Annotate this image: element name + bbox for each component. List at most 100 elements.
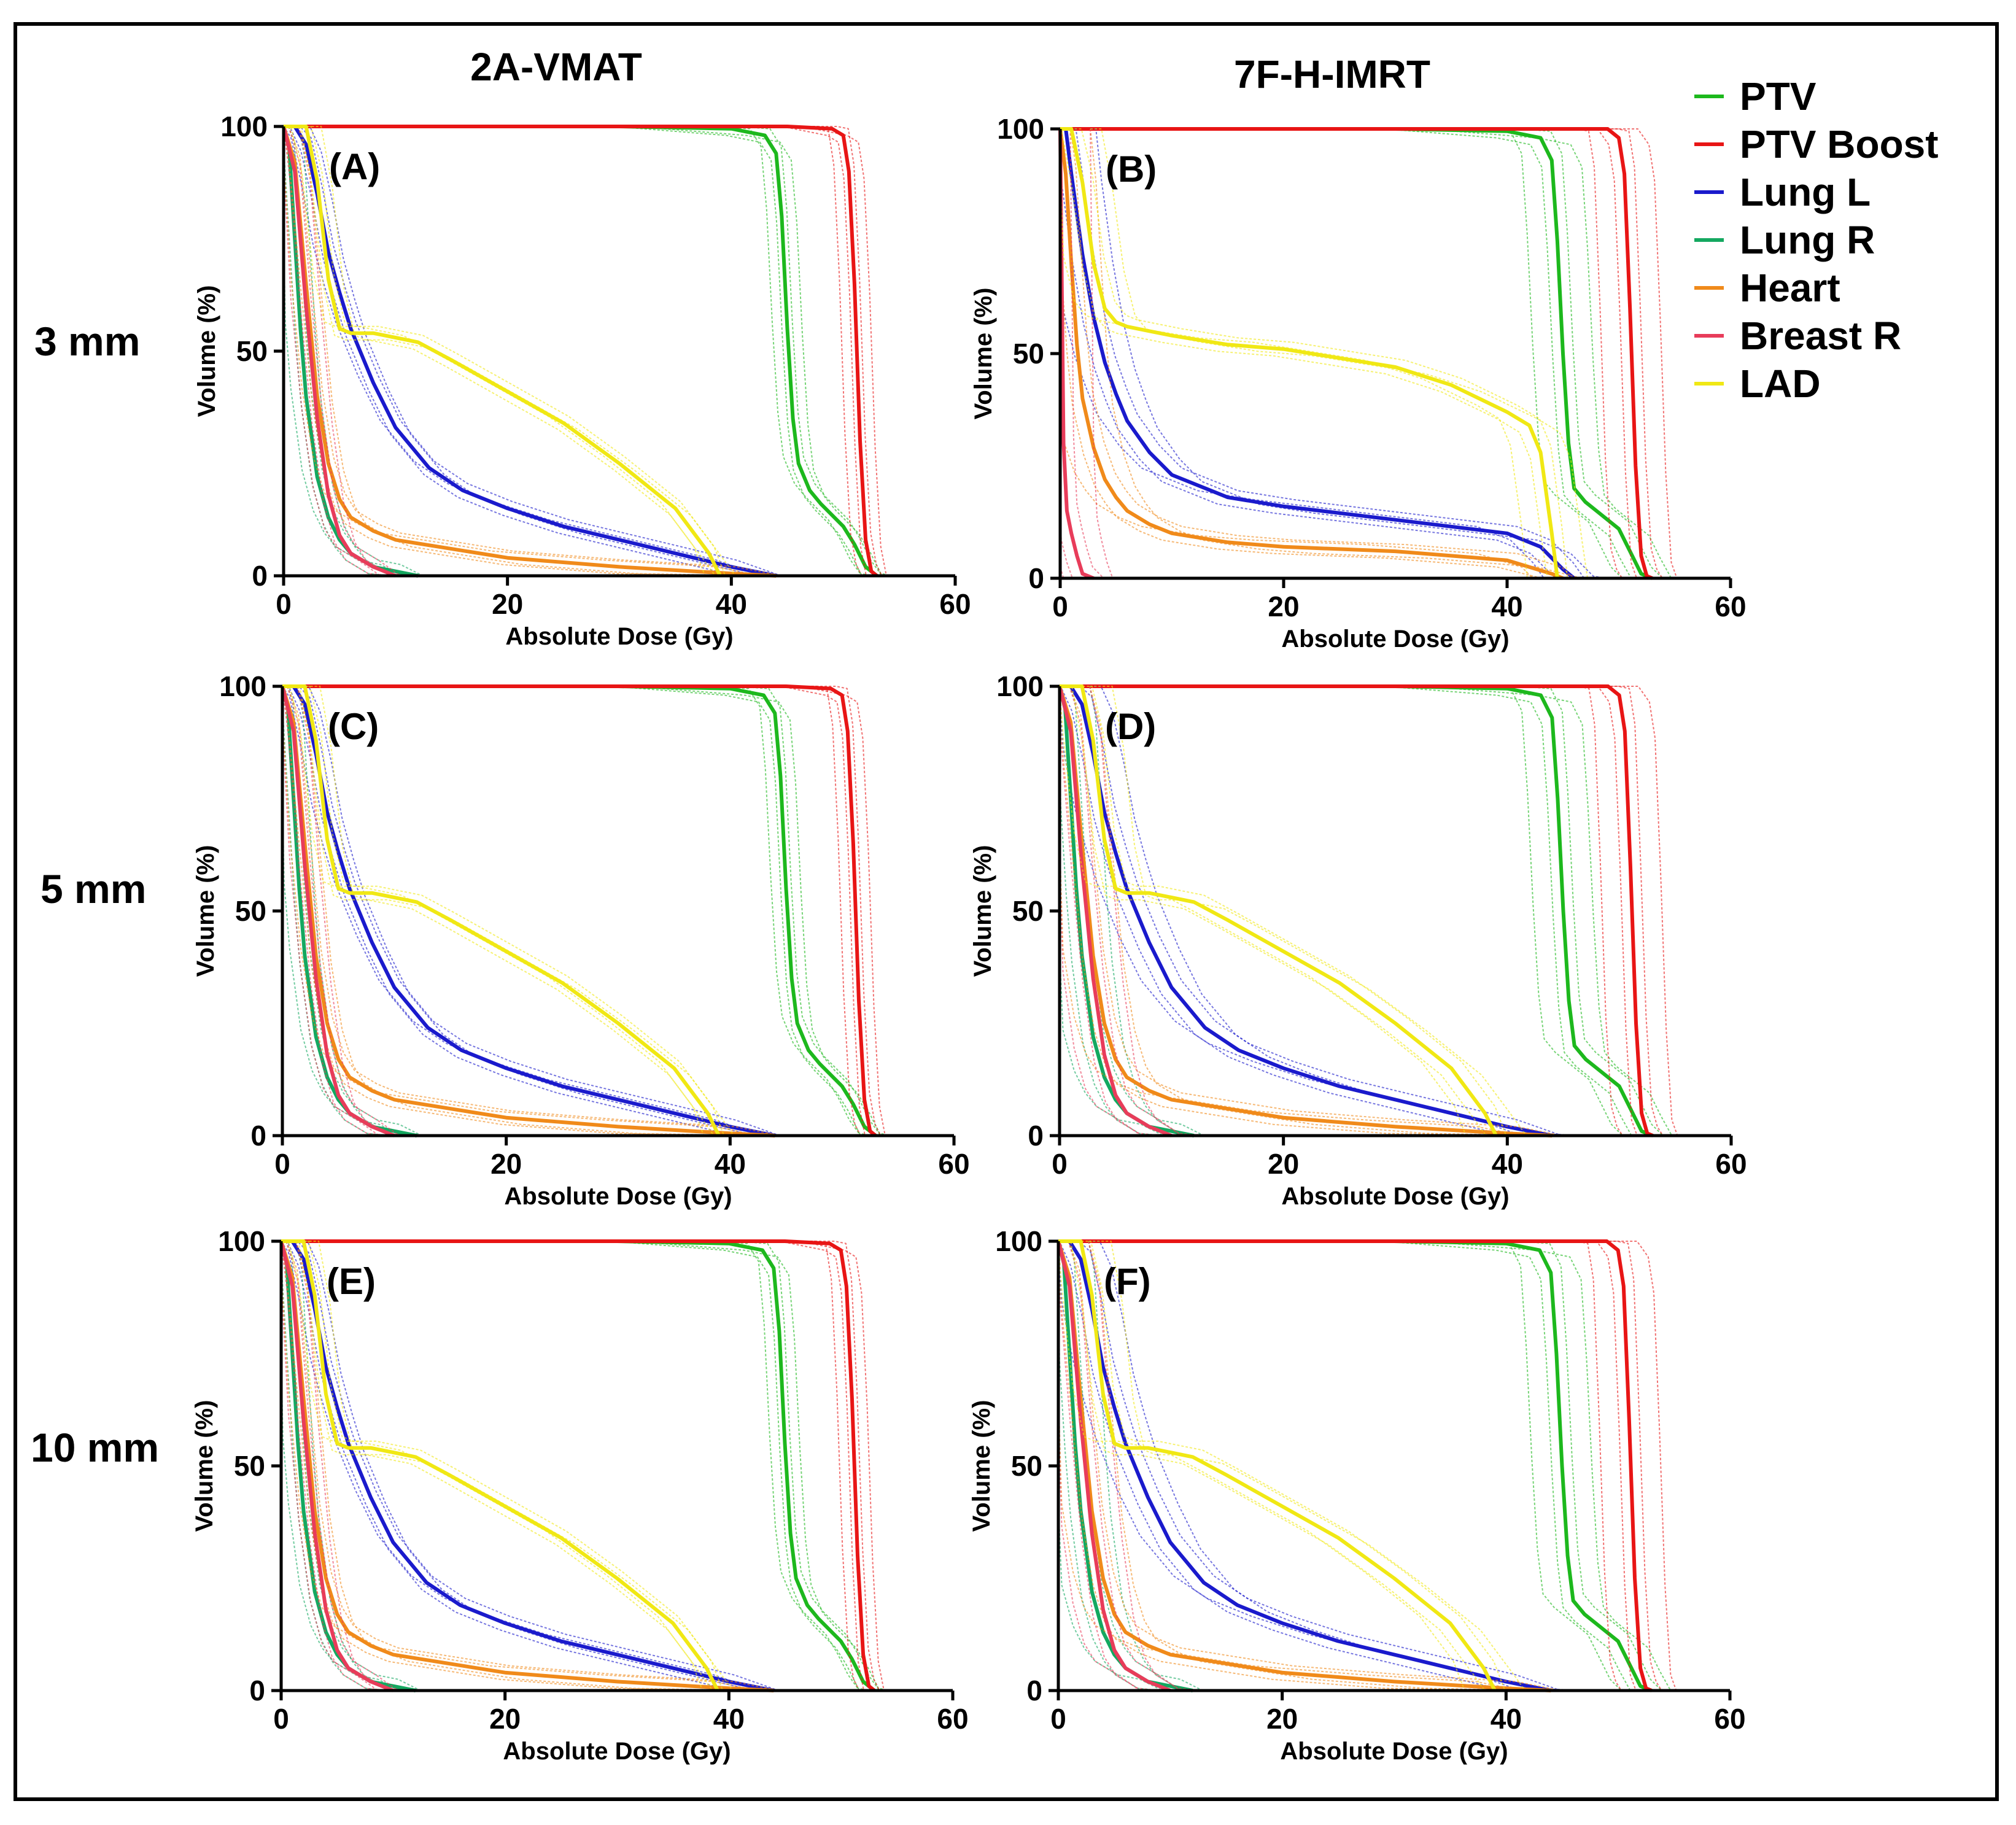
dvh-variant-lung-l [296, 1241, 789, 1691]
dvh-variant-lung-l [286, 1241, 779, 1691]
dvh-variant-ptv [289, 126, 883, 576]
dvh-variant-lad [1090, 128, 1588, 579]
dvh-variant-breast-r [298, 126, 411, 576]
dvh-variant-lad [1060, 128, 1548, 579]
dvh-variant-ptv-boost [284, 126, 872, 576]
dvh-variant-ptv-boost [281, 1241, 870, 1691]
dvh-line-ptv-boost [284, 125, 878, 578]
dvh-variant-ptv-boost [1090, 128, 1683, 579]
dvh-variant-ptv [1058, 1241, 1622, 1691]
x-tick-label: 20 [489, 1703, 521, 1735]
dvh-variant-ptv [1070, 128, 1663, 579]
column-title-imrt: 7F-H-IMRT [1234, 52, 1430, 96]
dvh-variant-heart [288, 126, 781, 576]
y-tick-label: 50 [1012, 895, 1044, 927]
dvh-variant-lad [296, 1241, 734, 1691]
dvh-line-heart [282, 126, 777, 578]
dvh-line-heart [1056, 1241, 1551, 1692]
y-tick-label: 100 [220, 110, 268, 142]
y-axis-title: Volume (%) [193, 285, 220, 417]
y-tick-label: 0 [1028, 562, 1044, 594]
x-tick-label: 40 [715, 1148, 746, 1180]
dvh-variant-breast-r [1069, 128, 1104, 579]
x-tick-label: 60 [939, 588, 971, 620]
dvh-line-ptv [281, 1239, 876, 1692]
dvh-panel-f: 0 50 100 0 20 40 60 Absolute Dose (Gy) Volume (%… [968, 1225, 1746, 1765]
dvh-variant-heart [1069, 128, 1574, 579]
dvh-variant-breast-r [295, 1241, 409, 1691]
x-tick-label: 60 [938, 1148, 969, 1180]
y-tick-label: 0 [252, 560, 268, 592]
dvh-line-ptv [1060, 684, 1654, 1137]
dvh-variant-lung-l [1090, 128, 1605, 579]
dvh-variant-ptv [1090, 128, 1683, 579]
legend-swatch [1694, 142, 1724, 146]
dvh-line-ptv-boost [1058, 1239, 1653, 1692]
dvh-line-heart [281, 686, 775, 1137]
dvh-variant-ptv-boost [1088, 1241, 1682, 1691]
legend-swatch [1694, 382, 1724, 386]
dvh-variant-lad [289, 126, 726, 576]
dvh-variant-ptv [1060, 128, 1623, 579]
legend-label: Lung R [1740, 218, 1875, 262]
dvh-variant-ptv [281, 1241, 860, 1691]
dvh-variant-lad [1058, 1241, 1486, 1691]
x-axis-title: Absolute Dose (Gy) [1281, 626, 1509, 653]
dvh-variant-ptv [1060, 128, 1643, 579]
dvh-variant-ptv-boost [1058, 1241, 1622, 1691]
dvh-variant-lung-l [287, 686, 780, 1136]
dvh-variant-heart [1069, 686, 1562, 1136]
dvh-variant-ptv [298, 126, 893, 576]
x-axis-title: Absolute Dose (Gy) [505, 623, 733, 650]
dvh-line-heart [1058, 686, 1553, 1137]
dvh-variant-lad [281, 1241, 713, 1691]
row-label-3mm: 3 mm [34, 319, 141, 364]
dvh-variant-lung-l [281, 1241, 759, 1691]
dvh-variant-ptv-boost [286, 1241, 880, 1691]
y-tick-label: 100 [996, 670, 1044, 702]
panel-label: (F) [1104, 1261, 1151, 1302]
legend-swatch [1694, 190, 1724, 194]
dvh-line-ptv [1060, 127, 1653, 580]
dvh-variant-lad [1068, 1241, 1506, 1691]
legend-item-heart: Heart [1694, 264, 1939, 312]
dvh-line-ptv-boost [1060, 684, 1654, 1137]
dvh-variant-heart [281, 1241, 769, 1691]
legend-swatch [1694, 286, 1724, 290]
x-tick-label: 0 [1050, 1703, 1066, 1735]
x-axis-title: Absolute Dose (Gy) [1281, 1183, 1509, 1210]
legend-label: PTV Boost [1740, 122, 1939, 166]
dvh-variant-ptv-boost [287, 686, 882, 1136]
legend-swatch [1694, 334, 1724, 338]
x-tick-label: 40 [1491, 1703, 1522, 1735]
dvh-variant-lung-l [1090, 686, 1583, 1136]
x-axis-title: Absolute Dose (Gy) [504, 1183, 732, 1210]
dvh-line-heart [1058, 128, 1564, 580]
dvh-variant-ptv [284, 126, 863, 576]
panel-label: (D) [1105, 706, 1156, 747]
dvh-variant-lad [286, 1241, 724, 1691]
legend-label: Heart [1740, 266, 1840, 310]
x-tick-label: 0 [276, 588, 292, 620]
dvh-variant-heart [283, 126, 761, 576]
panel-label: (A) [329, 146, 380, 187]
y-tick-label: 0 [1028, 1120, 1044, 1152]
dvh-variant-lung-l [297, 686, 790, 1136]
dvh-line-lad [284, 125, 722, 577]
x-axis-title: Absolute Dose (Gy) [503, 1738, 731, 1765]
dvh-panel-e: 0 50 100 0 20 40 60 Absolute Dose (Gy) Volume (%… [191, 1225, 969, 1765]
dvh-variant-ptv-boost [282, 686, 871, 1136]
dvh-variant-lad [282, 686, 715, 1136]
dvh-panel-a: 0 50 100 0 20 40 60 Absolute Dose (Gy) Volume (%… [193, 110, 971, 650]
legend-label: LAD [1740, 362, 1821, 406]
dvh-variant-ptv-boost [289, 126, 883, 576]
dvh-variant-lad [284, 126, 706, 576]
dvh-variant-ptv [282, 686, 861, 1136]
dvh-variant-lung-l [1068, 1241, 1562, 1691]
y-tick-label: 50 [236, 335, 268, 367]
y-tick-label: 0 [249, 1675, 265, 1707]
dvh-variant-breast-r [281, 1241, 389, 1691]
x-tick-label: 40 [716, 588, 747, 620]
dvh-line-lad [1060, 127, 1559, 579]
